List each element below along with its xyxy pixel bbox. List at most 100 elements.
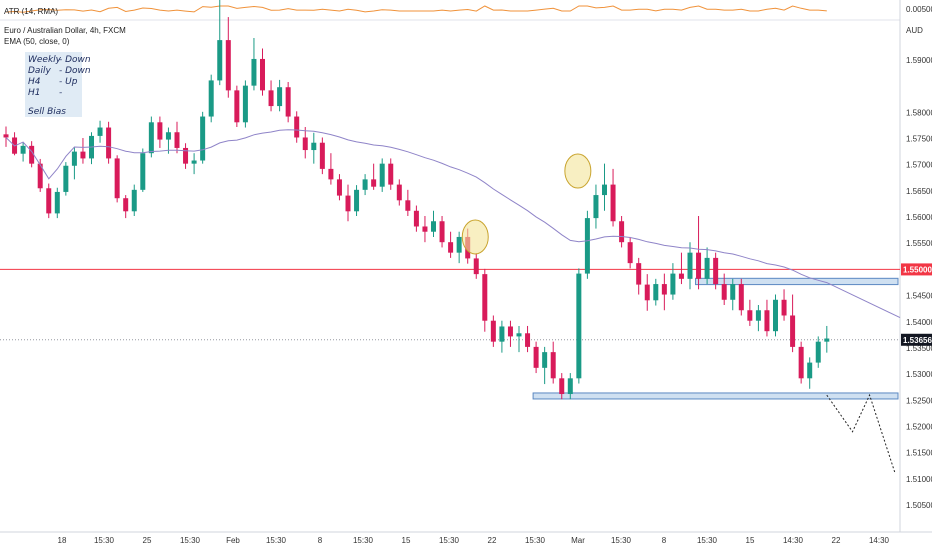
candle-body [584, 218, 590, 274]
candle-body [781, 299, 787, 316]
time-tick-label: 15 [402, 536, 411, 545]
candle-body [336, 179, 342, 196]
price-axis-tags: 1.55000 1.53656 [901, 263, 932, 346]
candle-body [54, 191, 60, 214]
atr-label: ATR (14, RMA) [4, 7, 58, 16]
candle [730, 278, 736, 311]
price-tick-label: 1.50500 [906, 501, 932, 510]
candle [371, 163, 377, 190]
time-tick-label: 18 [58, 536, 67, 545]
price-tick-label: 1.58000 [906, 108, 932, 117]
candle-body [636, 263, 642, 285]
candle-body [345, 195, 351, 212]
candle [790, 294, 796, 353]
candle-body [721, 284, 727, 300]
time-tick-label: 8 [318, 536, 323, 545]
candle [140, 148, 146, 192]
candle-body [157, 122, 163, 140]
candle-body [764, 310, 770, 332]
candle [354, 185, 360, 217]
candle [559, 373, 565, 400]
candle-body [294, 116, 300, 138]
candle-body [123, 198, 129, 212]
bias-summary: Sell Bias [28, 107, 66, 117]
candle [764, 299, 770, 337]
candle [619, 216, 625, 248]
candle-body [619, 221, 625, 243]
candle-body [260, 58, 265, 91]
candle-body [71, 151, 77, 166]
candle [593, 184, 599, 229]
candle [80, 138, 86, 164]
candle-body [490, 320, 496, 342]
candle [661, 273, 667, 311]
candle-body [328, 168, 334, 180]
time-tick-label: 15:30 [266, 536, 287, 545]
candle [277, 79, 283, 112]
candle-body [37, 163, 43, 189]
candle [413, 205, 419, 232]
candle [123, 195, 129, 219]
candle [345, 184, 351, 222]
time-tick-label: 15:30 [180, 536, 201, 545]
candle-body [3, 134, 9, 138]
candle [533, 341, 539, 374]
candle-body [354, 189, 360, 212]
candle-body [815, 341, 821, 363]
candle [687, 242, 693, 290]
candle [473, 253, 479, 279]
price-tick-label: 1.51500 [906, 449, 932, 458]
time-tick-label: 15 [746, 536, 755, 545]
time-tick-label: 8 [662, 536, 667, 545]
candle [482, 268, 488, 332]
round-level-tag-label: 1.55000 [903, 265, 932, 274]
last-price-tag [901, 333, 932, 346]
candle-body [670, 273, 676, 295]
candle-body [730, 284, 736, 300]
candle-body [807, 362, 813, 379]
currency-label: AUD [906, 26, 923, 35]
candle-body [114, 158, 120, 199]
candle [721, 273, 727, 306]
candle [63, 162, 69, 196]
candle-body [140, 153, 146, 190]
price-tick-label: 1.52500 [906, 396, 932, 405]
candle [499, 320, 505, 353]
candle-body [131, 189, 137, 212]
price-tick-label: 1.54500 [906, 292, 932, 301]
candle-body [773, 299, 778, 332]
candle-body [311, 142, 317, 151]
levels-layer [0, 268, 900, 341]
candle [516, 325, 522, 353]
candle [490, 315, 496, 347]
candle [422, 216, 428, 243]
candle-body [225, 40, 231, 91]
atr-line [5, 5, 827, 13]
candle-body [405, 200, 411, 211]
candle-body [191, 160, 197, 164]
candle-body [704, 257, 710, 279]
candle-body [413, 210, 419, 227]
candle-body [696, 252, 702, 279]
candle [328, 153, 334, 185]
candle-body [422, 226, 428, 232]
candle [755, 305, 761, 332]
price-tick-label: 1.51000 [906, 475, 932, 484]
circles-layer [461, 153, 592, 255]
candle [396, 179, 402, 206]
candle-body [242, 85, 248, 123]
candle [20, 142, 26, 162]
candle-body [183, 147, 189, 164]
candle [268, 80, 274, 112]
candle [405, 189, 411, 217]
candle [208, 74, 214, 123]
candle-body [567, 378, 573, 395]
candle-body [277, 87, 283, 107]
candle [71, 146, 77, 180]
candle-body [148, 122, 154, 154]
candle [54, 187, 60, 219]
bias-box-bg [25, 52, 82, 117]
candle [200, 111, 206, 164]
candle [336, 174, 342, 201]
